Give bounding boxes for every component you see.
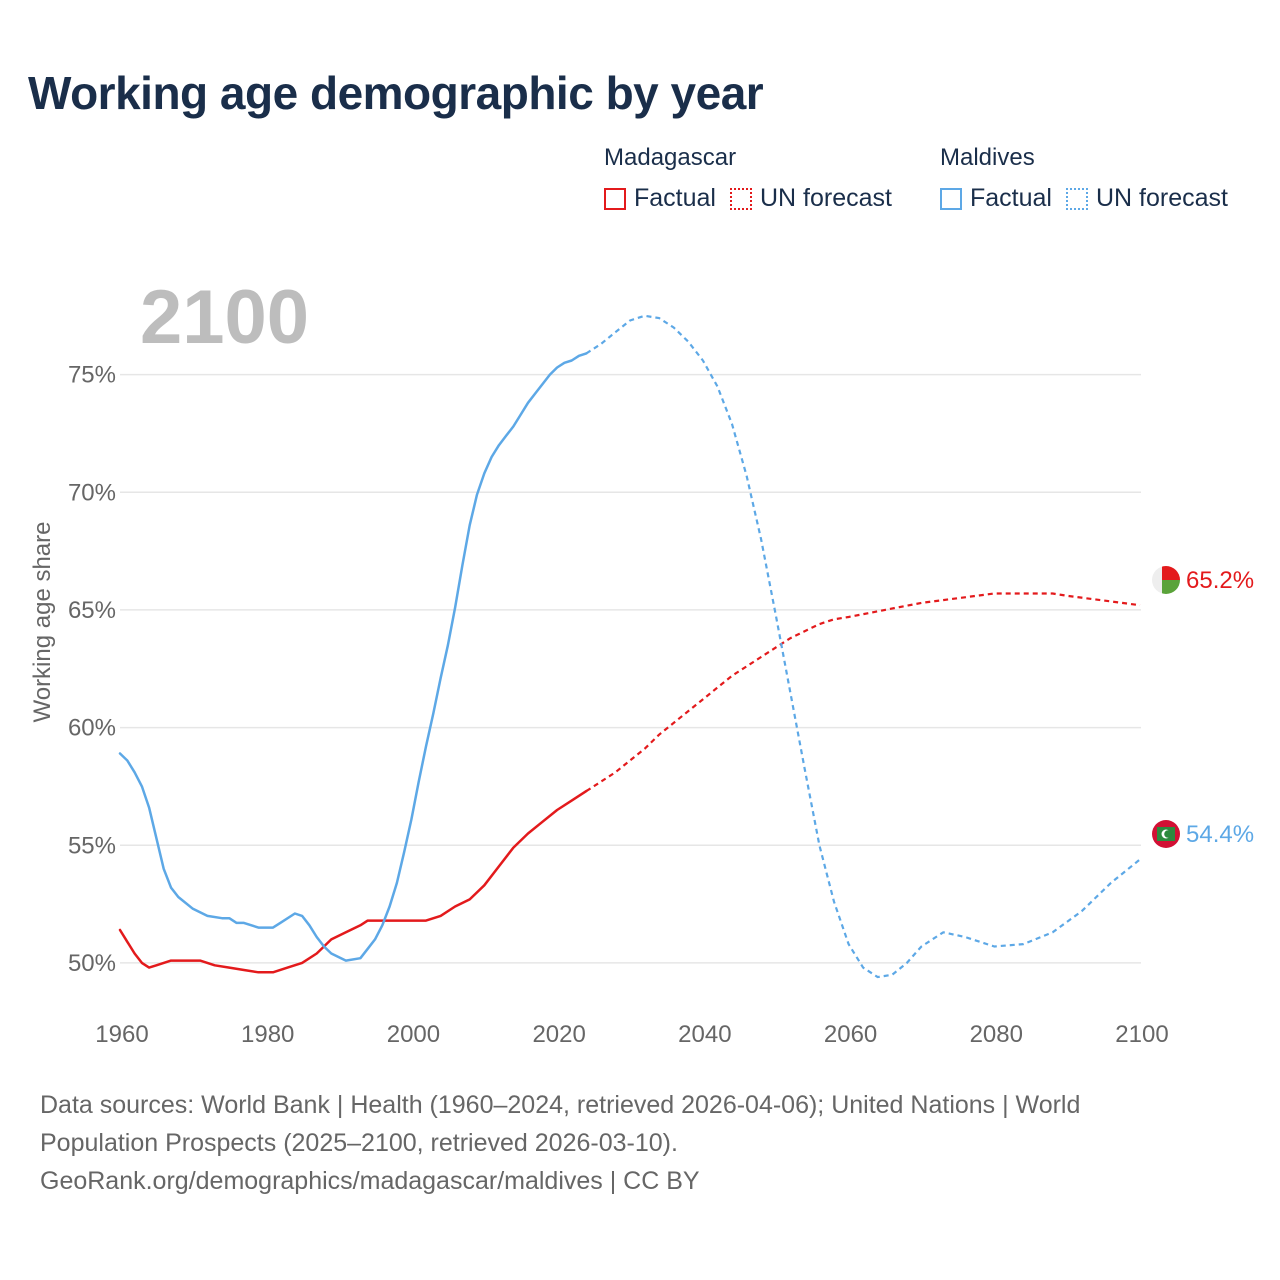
solid-line-swatch-icon — [604, 187, 626, 210]
current-year-watermark: 2100 — [140, 275, 309, 360]
solid-line-swatch-icon — [940, 187, 962, 210]
legend-group-name: Maldives — [940, 144, 1035, 171]
maldives-end-label: 54.4% — [1186, 821, 1254, 848]
source-note: Data sources: World Bank | Health (1960–… — [40, 1086, 1240, 1200]
chart-title: Working age demographic by year — [28, 67, 764, 119]
x-tick-label: 1960 — [95, 1021, 148, 1048]
legend-madagascar-factual[interactable]: Factual — [604, 184, 716, 213]
source-line: Data sources: World Bank | Health (1960–… — [40, 1091, 1081, 1119]
series — [118, 314, 1141, 979]
y-axis: 50% 55% 60% 65% 70% 75% — [68, 362, 116, 977]
maldives-factual-line[interactable] — [118, 352, 588, 962]
source-line: Population Prospects (2025–2100, retriev… — [40, 1129, 678, 1157]
x-tick-label: 2100 — [1115, 1021, 1168, 1048]
legend-label: Factual — [970, 184, 1052, 212]
dotted-line-swatch-icon — [729, 187, 752, 210]
y-tick-label: 75% — [68, 362, 116, 389]
grid — [120, 373, 1141, 964]
y-tick-label: 70% — [68, 479, 116, 506]
legend-label: Factual — [634, 184, 716, 212]
legend-madagascar: Madagascar Factual UN forecast — [604, 144, 906, 213]
x-axis: 1960 1980 2000 2020 2040 2060 2080 2100 — [95, 1021, 1168, 1048]
maldives-flag-icon — [1152, 820, 1180, 848]
y-axis-title: Working age share — [29, 522, 56, 723]
y-tick-label: 60% — [68, 715, 116, 742]
y-tick-label: 50% — [68, 950, 116, 977]
legend-maldives: Maldives Factual UN forecast — [940, 144, 1242, 213]
dotted-line-swatch-icon — [1065, 187, 1088, 210]
legend-label: UN forecast — [1095, 184, 1228, 212]
madagascar-flag-icon — [1152, 566, 1180, 594]
madagascar-end-label: 65.2% — [1186, 567, 1254, 594]
x-tick-label: 2040 — [678, 1021, 731, 1048]
y-tick-label: 65% — [68, 597, 116, 624]
x-tick-label: 2020 — [532, 1021, 585, 1048]
legend-maldives-forecast[interactable]: UN forecast — [1065, 184, 1228, 213]
x-tick-label: 1980 — [241, 1021, 294, 1048]
madagascar-forecast-line[interactable] — [585, 592, 1141, 793]
legend-group-name: Madagascar — [604, 144, 737, 171]
legend-label: UN forecast — [759, 184, 892, 212]
x-tick-label: 2000 — [387, 1021, 440, 1048]
x-tick-label: 2080 — [970, 1021, 1023, 1048]
x-tick-label: 2060 — [824, 1021, 877, 1048]
y-tick-label: 55% — [68, 832, 116, 859]
madagascar-factual-line[interactable] — [118, 789, 588, 974]
legend-maldives-factual[interactable]: Factual — [940, 184, 1052, 213]
maldives-forecast-line[interactable] — [585, 314, 1141, 979]
line-chart: 2100 50% 55% 60% 65% 70% 75% 1960 1980 2000 2020… — [29, 275, 1254, 1048]
legend-madagascar-forecast[interactable]: UN forecast — [729, 184, 892, 213]
source-link[interactable]: GeoRank.org/demographics/madagascar/mald… — [40, 1167, 700, 1195]
